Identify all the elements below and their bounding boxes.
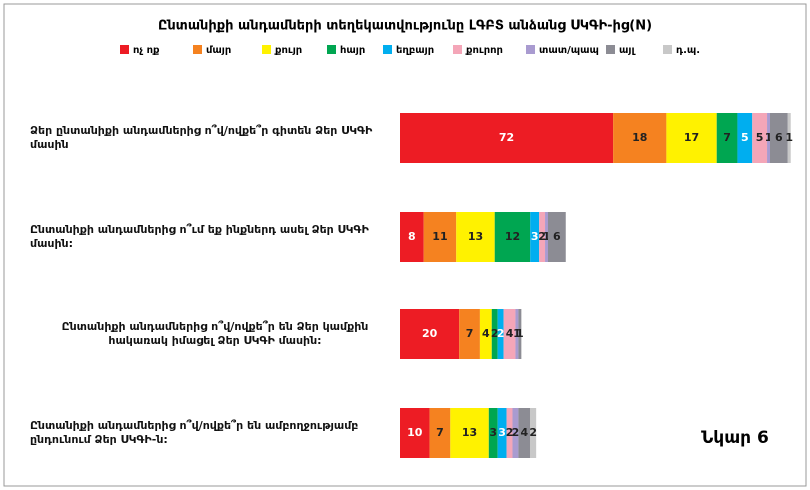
bar-segment xyxy=(767,113,770,163)
category-label: Ընտանիքի անդամներից ո՞վ/ովքե՞ր են Ձեր կա… xyxy=(61,320,369,347)
legend-swatch xyxy=(663,45,672,54)
legend-swatch xyxy=(327,45,336,54)
bar-segment xyxy=(400,309,460,359)
data-label: 7 xyxy=(436,426,444,439)
bar-segment xyxy=(497,309,504,359)
data-label: 4 xyxy=(520,426,528,439)
bar-segment xyxy=(787,113,791,163)
bar-segment xyxy=(429,408,451,458)
bar-segment xyxy=(400,113,614,163)
data-label: 2 xyxy=(529,426,537,439)
legend-label: մայր xyxy=(206,45,231,56)
data-label: 6 xyxy=(775,131,783,144)
bar-segment xyxy=(666,113,717,163)
legend-label: տատ/պապ xyxy=(539,45,599,56)
bar-segment xyxy=(716,113,738,163)
legend-label: քուրոր xyxy=(465,45,503,56)
legend-swatch xyxy=(453,45,462,54)
data-label: 10 xyxy=(407,426,423,439)
data-label: 1 xyxy=(785,131,793,144)
data-label: 4 xyxy=(506,327,514,340)
data-label: 12 xyxy=(505,230,520,243)
data-label: 3 xyxy=(498,426,506,439)
data-label: 4 xyxy=(482,327,490,340)
bar-segment xyxy=(518,309,522,359)
legend-label: հայր xyxy=(340,45,365,56)
bar-segment xyxy=(613,113,667,163)
data-label: 1 xyxy=(765,131,773,144)
bar-segment xyxy=(479,309,492,359)
category-label: Ընտանիքի անդամներից ո՞ւմ եք ինքներդ ասել… xyxy=(30,223,369,250)
legend-swatch xyxy=(606,45,615,54)
data-label: 6 xyxy=(553,230,561,243)
data-label: 8 xyxy=(408,230,416,243)
legend-swatch xyxy=(526,45,535,54)
category-label: Ընտանիքի անդամներից ո՞վ/ովքե՞ր են ամբողջ… xyxy=(30,419,359,446)
legend-swatch xyxy=(383,45,392,54)
data-label: 7 xyxy=(466,327,474,340)
bar-segment xyxy=(494,212,531,262)
legend-label: այլ xyxy=(619,45,636,56)
bar-segment xyxy=(737,113,753,163)
legend-label: դ.պ. xyxy=(676,45,700,56)
data-label: 5 xyxy=(741,131,749,144)
legend-swatch xyxy=(120,45,129,54)
bar-segment xyxy=(456,212,495,262)
bar-segment xyxy=(515,309,519,359)
bar-segment xyxy=(491,309,498,359)
bar-segment xyxy=(512,408,519,458)
data-label: 17 xyxy=(684,131,699,144)
data-label: 2 xyxy=(512,426,520,439)
bar-segment xyxy=(752,113,768,163)
bar-segment xyxy=(545,212,548,262)
data-label: 2 xyxy=(538,230,546,243)
bar-segment xyxy=(400,408,430,458)
data-label: 18 xyxy=(632,131,647,144)
bar-segment xyxy=(450,408,489,458)
bar-segment xyxy=(459,309,480,359)
data-label: 13 xyxy=(468,230,483,243)
data-label: 1 xyxy=(543,230,551,243)
data-label: 5 xyxy=(756,131,764,144)
chart-title: Ընտանիքի անդամների տեղեկատվությունը ԼԳԲՏ… xyxy=(158,19,652,34)
data-label: 13 xyxy=(462,426,477,439)
legend-label: քույր xyxy=(274,45,302,56)
legend-swatch xyxy=(262,45,271,54)
data-label: 2 xyxy=(506,426,514,439)
bar-segment xyxy=(770,113,788,163)
bar-segment xyxy=(548,212,566,262)
data-label: 20 xyxy=(422,327,438,340)
bar-segment xyxy=(530,408,537,458)
bar-segment xyxy=(530,212,540,262)
bar-segment xyxy=(488,408,498,458)
annotation: Նկար 6 xyxy=(701,428,769,448)
bar-segment xyxy=(423,212,457,262)
bar-segment xyxy=(518,408,531,458)
bar-segment xyxy=(497,408,507,458)
bar-segment xyxy=(506,408,513,458)
data-label: 7 xyxy=(723,131,731,144)
legend-swatch xyxy=(193,45,202,54)
data-label: 72 xyxy=(499,131,514,144)
legend-label: ոչ ոք xyxy=(133,45,160,56)
data-label: 1 xyxy=(513,327,521,340)
data-label: 3 xyxy=(489,426,497,439)
data-label: 3 xyxy=(531,230,539,243)
bar-segment xyxy=(503,309,516,359)
category-label: Ձեր ընտանիքի անդամներից ո՞վ/ովքե՞ր գիտեն… xyxy=(30,124,373,151)
bar-segment xyxy=(539,212,546,262)
bar-segment xyxy=(400,212,424,262)
data-label: 2 xyxy=(497,327,505,340)
data-label: 11 xyxy=(432,230,447,243)
legend-label: եղբայր xyxy=(396,45,434,56)
data-label: 2 xyxy=(491,327,499,340)
data-label: 1 xyxy=(516,327,524,340)
